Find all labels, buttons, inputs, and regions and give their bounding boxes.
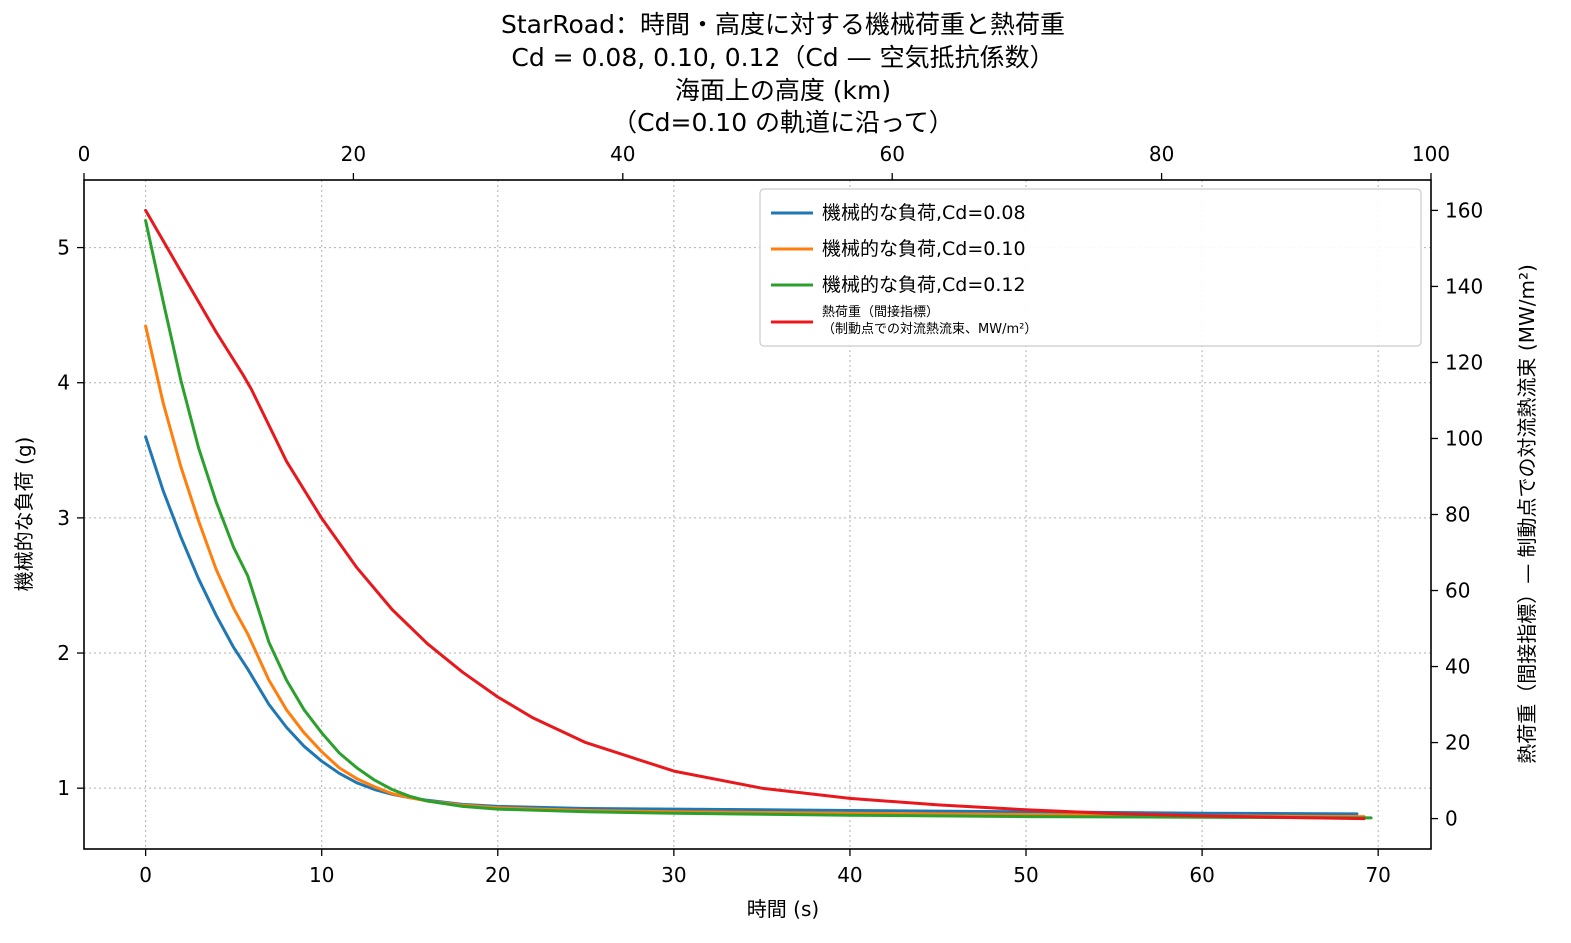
top-tick-label: 0 xyxy=(78,142,91,166)
x-tick-label: 40 xyxy=(837,863,862,887)
y-axis-left-label: 機械的な負荷 (g) xyxy=(12,437,36,592)
x-axis-label: 時間 (s) xyxy=(747,897,819,921)
y-right-tick-label: 0 xyxy=(1445,807,1458,831)
y-left-tick-label: 2 xyxy=(57,641,70,665)
y-axis-right-label: 熱荷重（間接指標）— 制動点での対流熱流束 (MW/m²) xyxy=(1515,264,1539,764)
y-right-tick-label: 40 xyxy=(1445,655,1470,679)
y-right-tick-label: 100 xyxy=(1445,426,1483,450)
y-left-tick-label: 1 xyxy=(57,776,70,800)
legend-label-cd012: 機械的な負荷,Cd=0.12 xyxy=(822,274,1026,296)
tick-layer: 0 10 20 30 40 50 60 701234502040608010012014016… xyxy=(57,142,1483,887)
y-right-tick-label: 20 xyxy=(1445,731,1470,755)
legend-label-cd008: 機械的な負荷,Cd=0.08 xyxy=(822,202,1026,224)
top-axis-label-line1: 海面上の高度 (km) xyxy=(675,76,891,105)
y-left-tick-label: 3 xyxy=(57,506,70,530)
x-tick-label: 60 xyxy=(1189,863,1214,887)
x-tick-label: 0 xyxy=(139,863,152,887)
top-axis-label-line2: （Cd=0.10 の軌道に沿って） xyxy=(612,108,954,137)
x-tick-label: 10 xyxy=(309,863,334,887)
chart-title-line2: Cd = 0.08, 0.10, 0.12（Cd — 空気抵抗係数） xyxy=(511,43,1054,72)
top-tick-label: 40 xyxy=(610,142,635,166)
x-tick-label: 30 xyxy=(661,863,686,887)
series-line-1 xyxy=(144,324,1366,819)
x-tick-label: 20 xyxy=(485,863,510,887)
series-line-2 xyxy=(144,219,1373,820)
y-left-tick-label: 4 xyxy=(57,371,70,395)
x-tick-label: 50 xyxy=(1013,863,1038,887)
y-right-tick-label: 120 xyxy=(1445,350,1483,374)
series-line-3 xyxy=(144,208,1366,821)
legend-label-cd010: 機械的な負荷,Cd=0.10 xyxy=(822,238,1026,260)
top-tick-label: 20 xyxy=(341,142,366,166)
legend: 機械的な負荷,Cd=0.08 機械的な負荷,Cd=0.10 機械的な負荷,Cd=… xyxy=(759,188,1422,347)
series-layer xyxy=(144,208,1373,821)
y-right-tick-label: 80 xyxy=(1445,503,1470,527)
top-tick-label: 80 xyxy=(1149,142,1174,166)
y-right-tick-label: 60 xyxy=(1445,579,1470,603)
chart-title-line1: StarRoad：時間・高度に対する機械荷重と熱荷重 xyxy=(501,10,1065,39)
top-tick-label: 100 xyxy=(1412,142,1450,166)
series-line-0 xyxy=(144,435,1359,816)
y-right-tick-label: 140 xyxy=(1445,274,1483,298)
y-right-tick-label: 160 xyxy=(1445,198,1483,222)
x-tick-label: 70 xyxy=(1365,863,1390,887)
legend-box xyxy=(759,188,1422,347)
y-left-tick-label: 5 xyxy=(57,236,70,260)
legend-label-heat: 熱荷重（間接指標）（制動点での対流熱流束、MW/m²） xyxy=(822,304,1037,337)
top-tick-label: 60 xyxy=(879,142,904,166)
